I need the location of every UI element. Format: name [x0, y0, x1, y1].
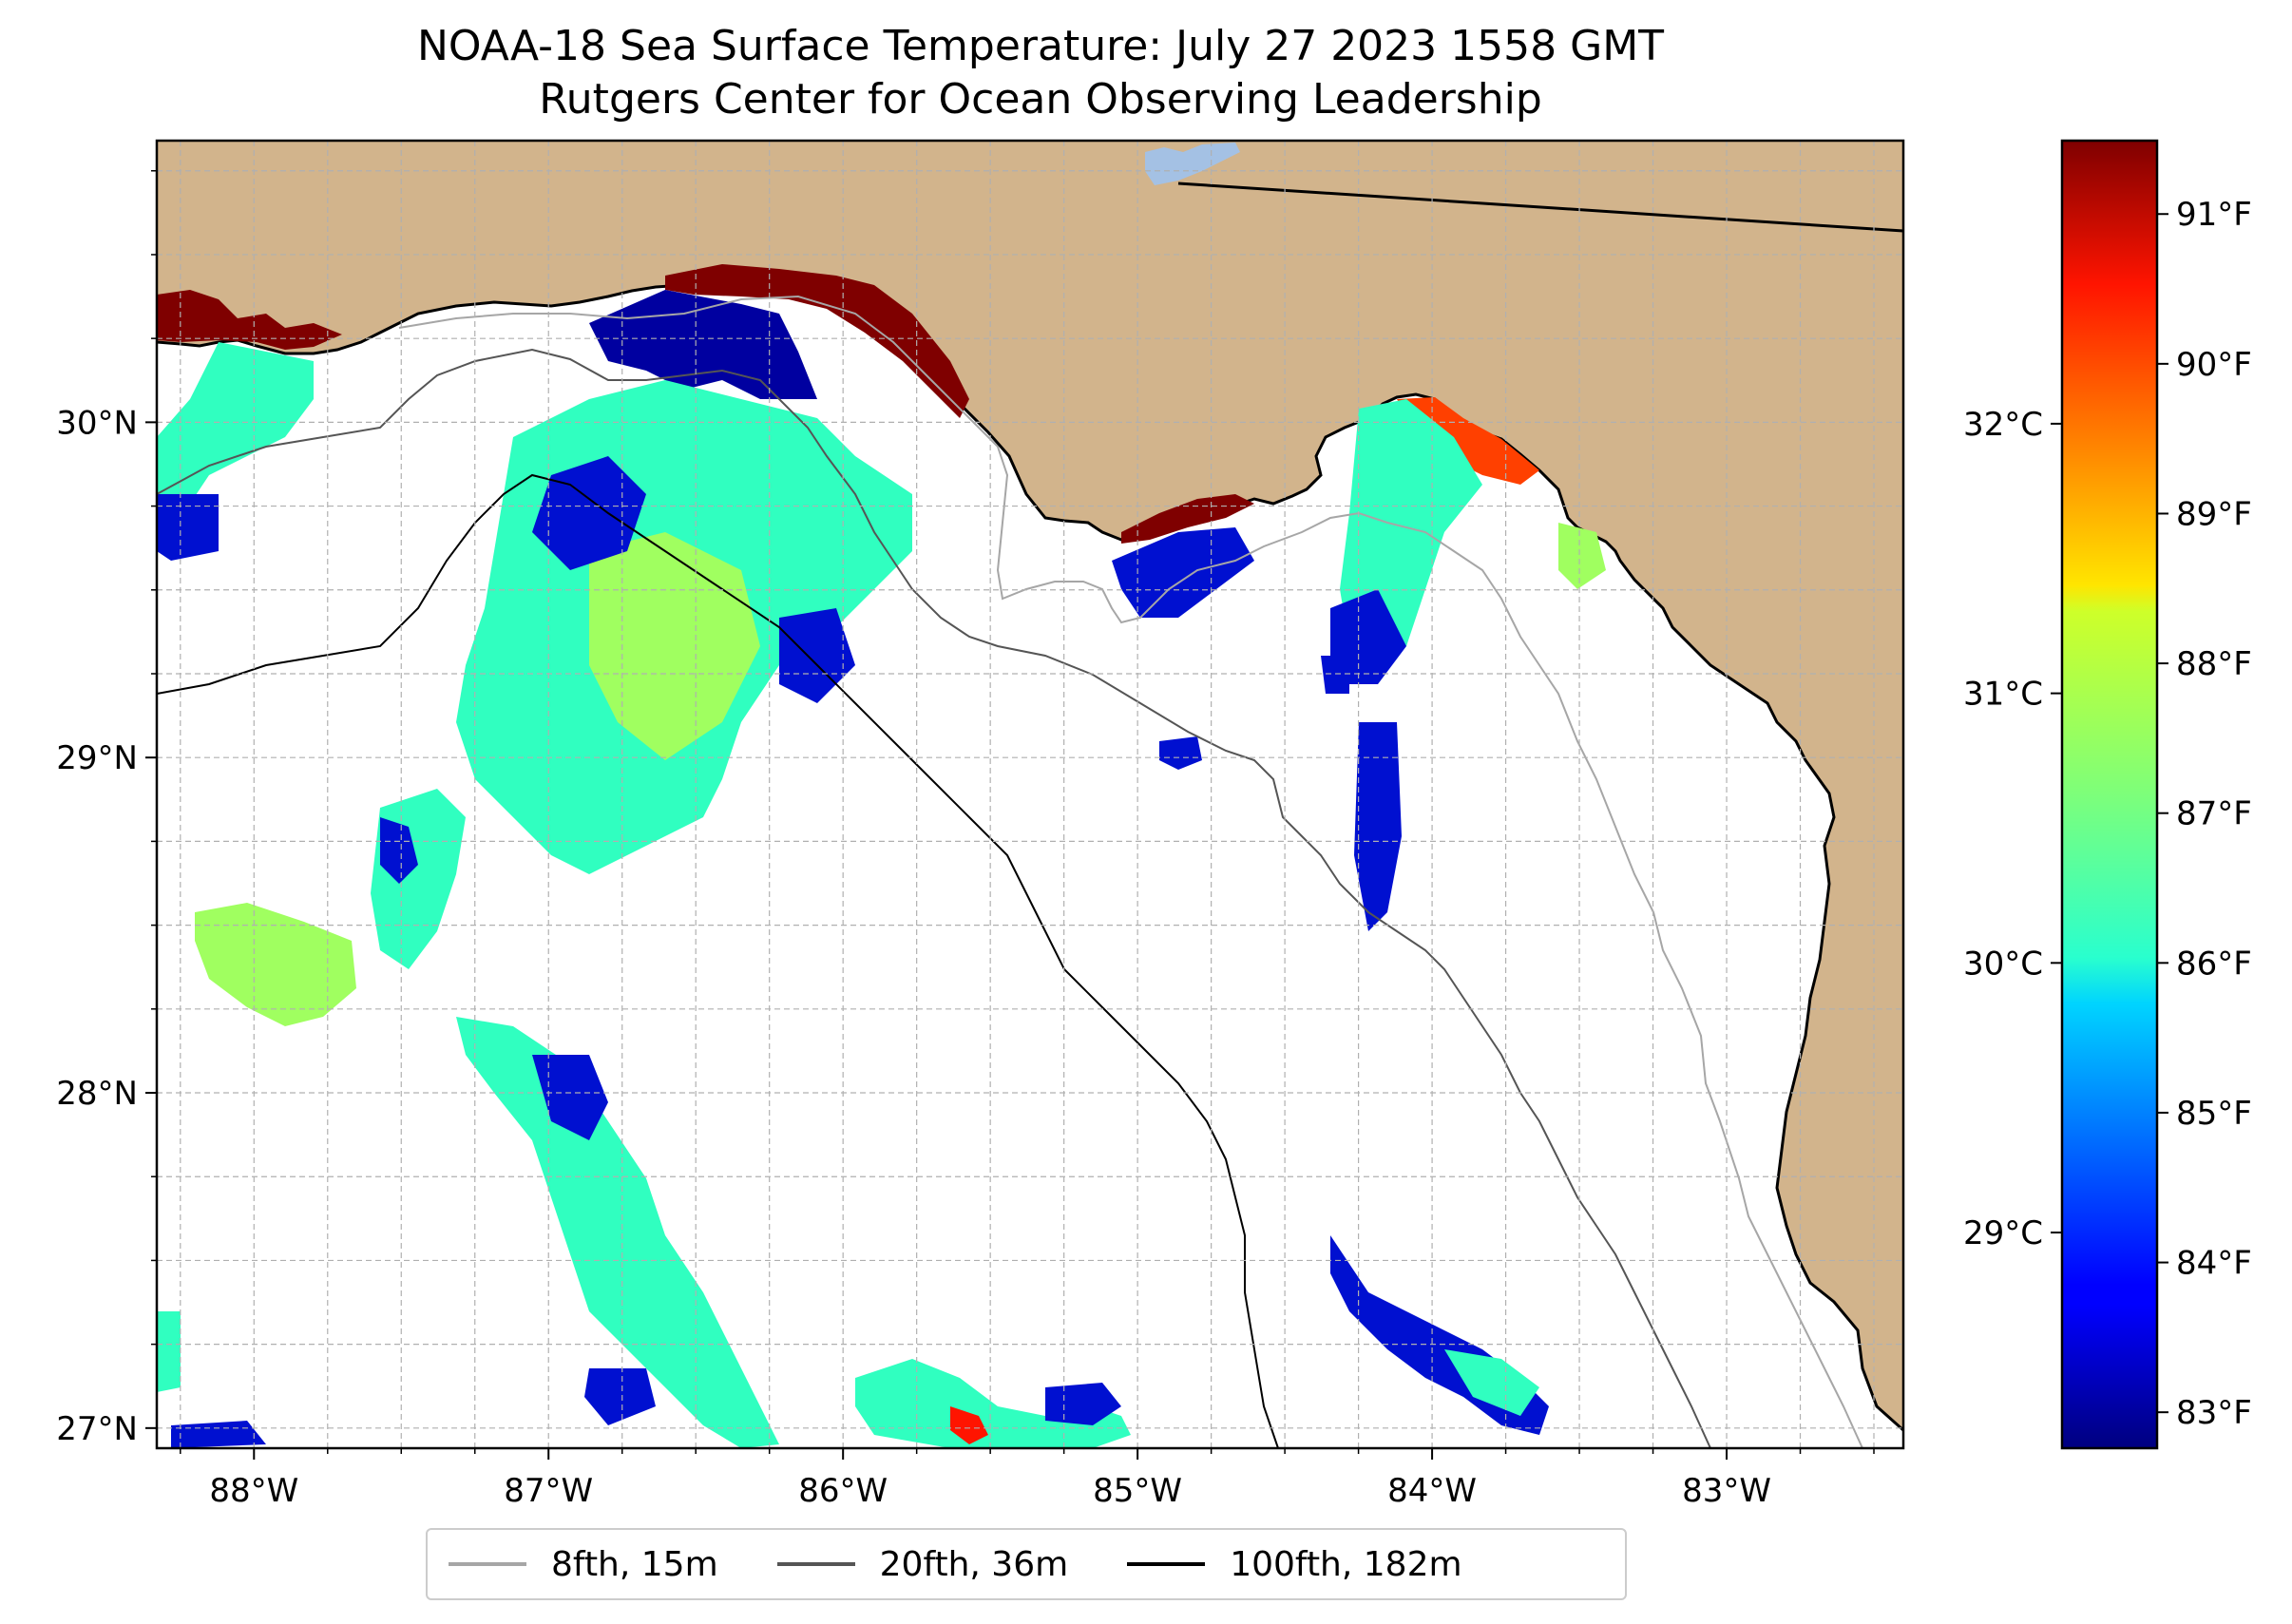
colorbar-f-label: 84°F [2176, 1245, 2252, 1283]
colorbar-f-label: 88°F [2176, 645, 2252, 683]
colorbar-c-label: 31°C [1963, 676, 2043, 714]
latitude-axis: 27°N 28°N 29°N 30°N [56, 170, 157, 1448]
lat-tick-label: 28°N [56, 1075, 138, 1113]
isobath-8fth [398, 295, 1863, 1448]
lat-tick-label: 29°N [56, 739, 138, 777]
map-frame [155, 139, 1905, 1450]
map-subtitle: Rutgers Center for Ocean Observing Leade… [539, 75, 1542, 124]
colorbar-f-label: 90°F [2176, 346, 2252, 384]
lake [1145, 143, 1240, 185]
lon-tick-label: 83°W [1682, 1472, 1771, 1510]
legend-line-8fth [449, 1562, 526, 1566]
colorbar-f-label: 91°F [2176, 196, 2252, 234]
colorbar-f-label: 86°F [2176, 945, 2252, 983]
legend-label-8fth: 8fth, 15m [551, 1544, 718, 1584]
legend-line-20fth [776, 1562, 855, 1566]
legend-item-20fth: 20fth, 36m [776, 1544, 1069, 1584]
colorbar-f-label: 87°F [2176, 795, 2252, 833]
lon-tick-label: 88°W [209, 1472, 298, 1510]
colorbar: 83°F 84°F 85°F 86°F 87°F 88°F 89°F 90°F 91°F 29°… [1963, 139, 2252, 1450]
state-border [1177, 182, 1903, 233]
coastline [157, 283, 1903, 1432]
colorbar-f-label: 89°F [2176, 495, 2252, 533]
map-title: NOAA-18 Sea Surface Temperature: July 27… [416, 22, 1665, 70]
colorbar-scale [2060, 139, 2159, 1450]
longitude-axis: 88°W 87°W 86°W 85°W 84°W 83°W [180, 1448, 1875, 1510]
colorbar-f-label: 83°F [2176, 1394, 2252, 1432]
lon-tick-label: 85°W [1093, 1472, 1182, 1510]
colorbar-c-label: 30°C [1963, 945, 2043, 983]
legend-label-100fth: 100fth, 182m [1230, 1544, 1462, 1584]
isobath-legend: 8fth, 15m 20fth, 36m 100fth, 182m [426, 1528, 1627, 1600]
colorbar-f-label: 85°F [2176, 1095, 2252, 1133]
legend-item-100fth: 100fth, 182m [1127, 1544, 1462, 1584]
legend-line-100fth [1127, 1562, 1206, 1566]
colorbar-c-label: 29°C [1963, 1214, 2043, 1252]
colorbar-c-label: 32°C [1963, 406, 2043, 444]
legend-item-8fth: 8fth, 15m [449, 1545, 718, 1584]
lon-tick-label: 86°W [798, 1472, 888, 1510]
legend-label-20fth: 20fth, 36m [879, 1544, 1069, 1584]
gridlines [157, 141, 1903, 1448]
lon-tick-label: 87°W [504, 1472, 593, 1510]
land-area [157, 141, 1903, 1430]
lat-tick-label: 30°N [56, 404, 138, 442]
isobath-100fth [157, 473, 1279, 1448]
isobath-20fth [157, 348, 1711, 1448]
lat-tick-label: 27°N [56, 1410, 138, 1448]
lon-tick-label: 84°W [1387, 1472, 1477, 1510]
